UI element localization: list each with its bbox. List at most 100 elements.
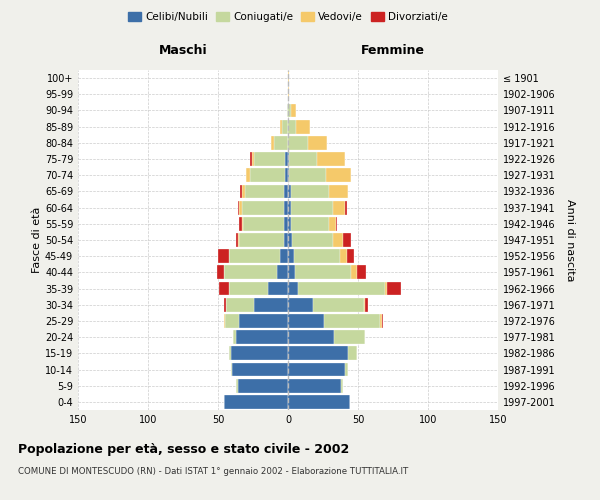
Bar <box>351 266 356 280</box>
Bar <box>288 362 346 376</box>
Bar <box>254 152 285 166</box>
Bar <box>254 298 288 312</box>
Bar <box>289 168 326 182</box>
Bar <box>284 200 288 214</box>
Bar <box>365 298 368 312</box>
Bar <box>230 362 232 376</box>
Bar <box>288 120 296 134</box>
Bar <box>288 136 308 149</box>
Bar <box>288 298 313 312</box>
Bar <box>288 184 291 198</box>
Bar <box>288 379 341 392</box>
Bar <box>348 346 356 360</box>
Bar <box>238 233 239 247</box>
Bar <box>329 217 335 230</box>
Bar <box>242 200 284 214</box>
Bar <box>346 200 347 214</box>
Bar <box>284 217 288 230</box>
Bar <box>326 168 351 182</box>
Bar <box>334 330 365 344</box>
Bar <box>239 200 242 214</box>
Bar <box>333 200 346 214</box>
Bar <box>229 250 280 263</box>
Bar <box>233 330 236 344</box>
Bar <box>293 250 340 263</box>
Text: Femmine: Femmine <box>361 44 425 57</box>
Bar <box>284 184 288 198</box>
Bar <box>224 395 288 409</box>
Bar <box>283 120 288 134</box>
Bar <box>356 266 367 280</box>
Bar <box>242 217 243 230</box>
Bar <box>238 200 239 214</box>
Bar <box>246 168 250 182</box>
Bar <box>274 136 288 149</box>
Text: COMUNE DI MONTESCUDO (RN) - Dati ISTAT 1° gennaio 2002 - Elaborazione TUTTITALIA: COMUNE DI MONTESCUDO (RN) - Dati ISTAT 1… <box>18 468 408 476</box>
Bar <box>230 346 288 360</box>
Bar <box>236 379 238 392</box>
Bar <box>239 314 288 328</box>
Bar <box>291 217 329 230</box>
Bar <box>250 168 285 182</box>
Bar <box>224 298 226 312</box>
Bar <box>218 250 229 263</box>
Bar <box>288 250 293 263</box>
Bar <box>285 152 288 166</box>
Bar <box>288 88 289 101</box>
Bar <box>288 217 291 230</box>
Bar <box>296 120 310 134</box>
Bar <box>280 120 283 134</box>
Bar <box>308 136 327 149</box>
Bar <box>245 184 284 198</box>
Bar <box>251 152 254 166</box>
Text: Maschi: Maschi <box>158 44 208 57</box>
Bar <box>385 282 388 296</box>
Bar <box>224 314 225 328</box>
Bar <box>380 314 382 328</box>
Bar <box>224 266 277 280</box>
Bar <box>250 152 251 166</box>
Bar <box>288 314 325 328</box>
Bar <box>268 282 288 296</box>
Bar <box>285 168 288 182</box>
Bar <box>277 266 288 280</box>
Bar <box>291 104 296 118</box>
Bar <box>329 184 348 198</box>
Bar <box>232 362 288 376</box>
Bar <box>288 395 350 409</box>
Bar <box>288 282 298 296</box>
Bar <box>271 136 274 149</box>
Bar <box>343 233 351 247</box>
Bar <box>239 217 242 230</box>
Bar <box>288 346 348 360</box>
Bar <box>280 250 288 263</box>
Bar <box>292 233 333 247</box>
Bar <box>333 233 343 247</box>
Bar <box>225 314 239 328</box>
Bar <box>335 217 337 230</box>
Bar <box>284 233 288 247</box>
Bar <box>288 71 289 85</box>
Bar <box>217 266 224 280</box>
Bar <box>288 104 291 118</box>
Bar <box>239 233 284 247</box>
Bar <box>313 298 364 312</box>
Bar <box>289 152 317 166</box>
Bar <box>229 282 268 296</box>
Bar <box>325 314 380 328</box>
Bar <box>288 330 334 344</box>
Bar <box>226 298 254 312</box>
Bar <box>288 266 295 280</box>
Bar <box>238 379 288 392</box>
Legend: Celibi/Nubili, Coniugati/e, Vedovi/e, Divorziati/e: Celibi/Nubili, Coniugati/e, Vedovi/e, Di… <box>124 8 452 26</box>
Bar <box>340 250 347 263</box>
Bar <box>291 200 333 214</box>
Bar <box>288 152 289 166</box>
Bar <box>347 250 354 263</box>
Bar <box>341 379 343 392</box>
Bar <box>288 200 291 214</box>
Bar <box>288 168 289 182</box>
Bar <box>382 314 383 328</box>
Text: Popolazione per età, sesso e stato civile - 2002: Popolazione per età, sesso e stato civil… <box>18 442 349 456</box>
Bar <box>298 282 385 296</box>
